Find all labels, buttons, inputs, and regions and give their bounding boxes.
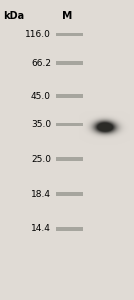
Text: 25.0: 25.0 [31,154,51,164]
Bar [56,94,83,98]
Text: 35.0: 35.0 [31,120,51,129]
Text: 66.2: 66.2 [31,58,51,68]
Text: kDa: kDa [3,11,24,21]
Text: M: M [62,11,72,21]
Bar [56,122,83,126]
Text: 14.4: 14.4 [31,224,51,233]
Bar [56,32,83,36]
Bar [56,157,83,161]
Bar [56,227,83,230]
Bar [56,193,83,196]
Text: 116.0: 116.0 [25,30,51,39]
Text: 18.4: 18.4 [31,190,51,199]
Text: 45.0: 45.0 [31,92,51,100]
Bar [56,61,83,65]
